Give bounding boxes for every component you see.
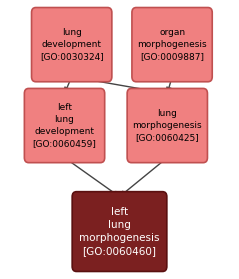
FancyBboxPatch shape bbox=[24, 88, 105, 163]
Text: left
lung
development
[GO:0060459]: left lung development [GO:0060459] bbox=[33, 103, 97, 148]
FancyBboxPatch shape bbox=[127, 88, 207, 163]
FancyBboxPatch shape bbox=[132, 8, 212, 82]
Text: lung
development
[GO:0030324]: lung development [GO:0030324] bbox=[40, 28, 103, 61]
Text: lung
morphogenesis
[GO:0060425]: lung morphogenesis [GO:0060425] bbox=[132, 109, 202, 142]
FancyBboxPatch shape bbox=[72, 192, 167, 271]
FancyBboxPatch shape bbox=[32, 8, 112, 82]
Text: organ
morphogenesis
[GO:0009887]: organ morphogenesis [GO:0009887] bbox=[137, 28, 207, 61]
Text: left
lung
morphogenesis
[GO:0060460]: left lung morphogenesis [GO:0060460] bbox=[79, 207, 160, 256]
